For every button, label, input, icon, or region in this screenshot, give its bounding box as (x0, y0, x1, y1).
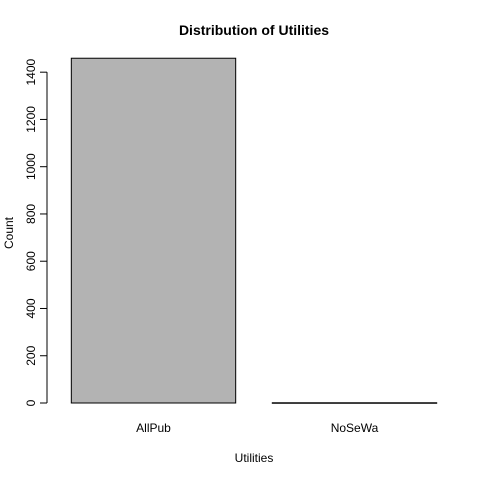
bar-allpub (70, 57, 237, 404)
x-tick-labels: AllPub NoSeWa (136, 421, 378, 435)
y-tick-label: 1000 (24, 153, 38, 180)
bar-nosewa (271, 402, 438, 404)
y-tick-label: 200 (24, 345, 38, 365)
y-tick-label: 1200 (24, 106, 38, 133)
y-tick-label: 400 (24, 298, 38, 318)
y-tick-label: 1400 (24, 59, 38, 86)
y-tick-label: 800 (24, 204, 38, 224)
x-axis-label: Utilities (235, 451, 274, 465)
chart-title: Distribution of Utilities (179, 22, 329, 38)
bars (70, 57, 438, 404)
y-tick-label: 600 (24, 251, 38, 271)
x-tick-label-nosewa: NoSeWa (331, 421, 379, 435)
x-tick-label-allpub: AllPub (136, 421, 171, 435)
y-axis-label: Count (2, 216, 16, 249)
y-axis: 0 200 400 600 800 1000 1200 1400 (24, 59, 48, 406)
y-tick-label: 0 (24, 399, 38, 406)
